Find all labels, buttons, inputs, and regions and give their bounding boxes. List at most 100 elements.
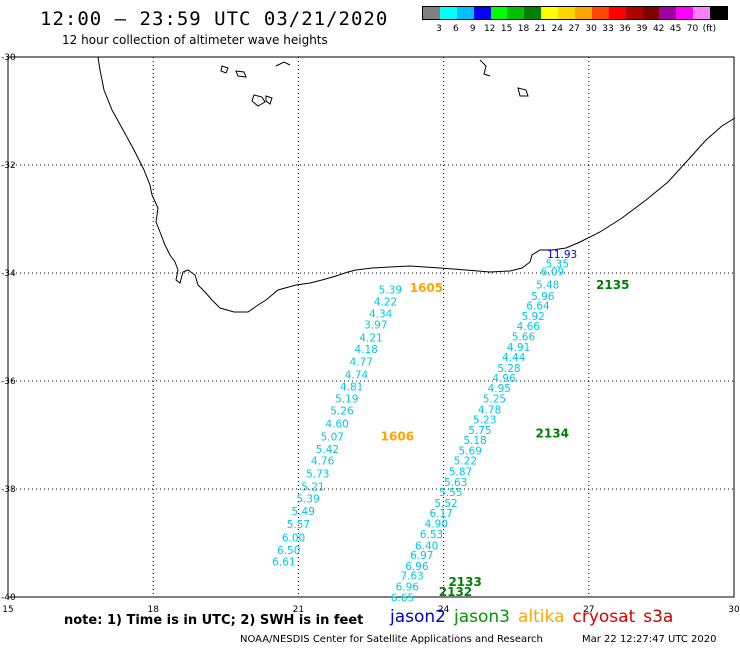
credit-text: NOAA/NESDIS Center for Satellite Applica… bbox=[240, 634, 543, 645]
swh-value: 11.93 bbox=[547, 249, 577, 261]
wave-height-color-legend: 3 6 9 12 15 18 21 24 27 30 33 36 39 42 45 70 (ft) bbox=[422, 6, 729, 36]
axis-tick-labels: 15 18 21 24 27 30 -30 -32 -34 -36 -38 -40 bbox=[1, 53, 740, 615]
lat-tick-label: -40 bbox=[1, 593, 16, 603]
lon-tick-label: 18 bbox=[147, 605, 159, 615]
legend-swatch bbox=[575, 7, 592, 19]
swh-value: 5.52 bbox=[434, 498, 457, 510]
legend-label: 9 bbox=[469, 24, 476, 34]
swh-value: 5.96 bbox=[531, 291, 555, 303]
satellite-legend-item: jason2 bbox=[390, 607, 446, 627]
swh-value: 4.44 bbox=[502, 352, 526, 364]
lon-tick-label: 24 bbox=[438, 605, 450, 615]
swh-value: 6.50 bbox=[277, 545, 300, 557]
island bbox=[275, 61, 291, 67]
swh-value: 4.60 bbox=[325, 418, 348, 430]
south-africa-coastline bbox=[97, 56, 736, 313]
legend-label: 30 bbox=[585, 24, 597, 34]
legend-swatch bbox=[625, 7, 643, 19]
lat-tick-label: -36 bbox=[1, 377, 16, 387]
swh-value: 5.69 bbox=[459, 445, 482, 457]
island bbox=[235, 70, 247, 78]
legend-swatch bbox=[659, 7, 677, 19]
legend-swatch bbox=[524, 7, 542, 19]
swh-value: 5.22 bbox=[454, 456, 477, 468]
satellite-legend: jason2 jason3 altika cryosat s3a bbox=[390, 607, 681, 627]
legend-label: 6 bbox=[453, 24, 459, 34]
pass-number-label: 2133 bbox=[448, 575, 481, 589]
legend-labels: 3 6 9 12 15 18 21 24 27 30 33 36 39 42 45 70 (ft) bbox=[422, 24, 728, 36]
legend-color-bar bbox=[422, 6, 729, 20]
legend-swatch bbox=[608, 7, 626, 19]
pass-number-label: 1606 bbox=[381, 429, 414, 443]
swh-value: 5.48 bbox=[536, 280, 559, 292]
lat-tick-label: -32 bbox=[1, 161, 16, 171]
swh-value: 5.35 bbox=[546, 259, 569, 271]
swh-value: 5.18 bbox=[463, 435, 486, 447]
swh-value: 6.96 bbox=[396, 582, 420, 594]
legend-label: 18 bbox=[517, 24, 530, 34]
altimeter-tracks: 5.394.224.343.974.214.184.774.744.815.19… bbox=[272, 249, 577, 604]
swh-value: 4.95 bbox=[488, 383, 511, 395]
swh-value: 6.61 bbox=[272, 557, 295, 569]
lon-tick-label: 21 bbox=[293, 605, 304, 615]
legend-label: 24 bbox=[551, 24, 564, 34]
island bbox=[517, 87, 529, 97]
island bbox=[265, 95, 273, 105]
generation-timestamp: Mar 22 12:27:47 UTC 2020 bbox=[582, 634, 717, 645]
island bbox=[220, 65, 229, 74]
swh-value: 5.07 bbox=[321, 431, 344, 443]
swh-value: 6.64 bbox=[526, 301, 550, 313]
legend-swatch bbox=[642, 7, 660, 19]
swh-value: 6.97 bbox=[410, 550, 433, 562]
satellite-legend-item: altika bbox=[518, 607, 565, 627]
swh-value: 5.49 bbox=[292, 506, 315, 518]
legend-swatch bbox=[507, 7, 525, 19]
legend-swatch bbox=[591, 7, 609, 19]
legend-swatch bbox=[473, 7, 491, 19]
legend-label: 33 bbox=[602, 24, 614, 34]
swh-value: 4.22 bbox=[374, 296, 397, 308]
legend-label: (ft) bbox=[702, 24, 717, 34]
swh-value: 5.25 bbox=[483, 394, 506, 406]
coastline bbox=[97, 56, 736, 313]
lat-tick-label: -30 bbox=[1, 53, 16, 63]
swh-value: 4.77 bbox=[350, 356, 373, 368]
swh-value: 5.75 bbox=[468, 425, 491, 437]
swh-value: 6.40 bbox=[415, 540, 438, 552]
legend-swatch bbox=[439, 7, 457, 19]
swh-value: 4.78 bbox=[478, 404, 501, 416]
legend-label: 21 bbox=[534, 24, 547, 34]
pass-number-label: 2135 bbox=[596, 278, 629, 292]
swh-value: 6.53 bbox=[420, 529, 443, 541]
swh-value: 6.00 bbox=[282, 532, 305, 544]
swh-value: 4.76 bbox=[311, 456, 335, 468]
swh-value: 5.87 bbox=[449, 467, 472, 479]
satellite-legend-item: s3a bbox=[643, 607, 674, 627]
swh-value: 5.63 bbox=[444, 477, 467, 489]
swh-value: 5.73 bbox=[306, 469, 329, 481]
map-frame bbox=[7, 56, 735, 598]
pass-number-label: 2132 bbox=[439, 585, 472, 599]
lat-lon-grid bbox=[7, 56, 735, 598]
legend-swatch bbox=[693, 7, 711, 19]
pass-number-label: 1605 bbox=[410, 281, 443, 295]
lon-tick-label: 15 bbox=[2, 605, 13, 615]
swh-value: 5.57 bbox=[287, 519, 310, 531]
lat-tick-label: -34 bbox=[1, 269, 16, 279]
legend-swatch bbox=[710, 7, 728, 19]
legend-swatch bbox=[558, 7, 576, 19]
swh-value: 6.65 bbox=[391, 592, 414, 604]
lat-tick-label: -38 bbox=[1, 485, 16, 495]
legend-label: 42 bbox=[652, 24, 665, 34]
swh-value: 5.23 bbox=[473, 415, 496, 427]
legend-swatch bbox=[423, 7, 440, 19]
swh-value: 3.97 bbox=[364, 320, 387, 332]
swh-value: 4.34 bbox=[369, 308, 393, 320]
pass-number-label: 2134 bbox=[536, 427, 569, 441]
swh-value: 7.63 bbox=[400, 571, 423, 583]
satellite-legend-item: cryosat bbox=[572, 607, 636, 627]
swh-value: 5.66 bbox=[512, 332, 536, 344]
legend-swatch bbox=[490, 7, 508, 19]
legend-label: 12 bbox=[483, 24, 496, 34]
